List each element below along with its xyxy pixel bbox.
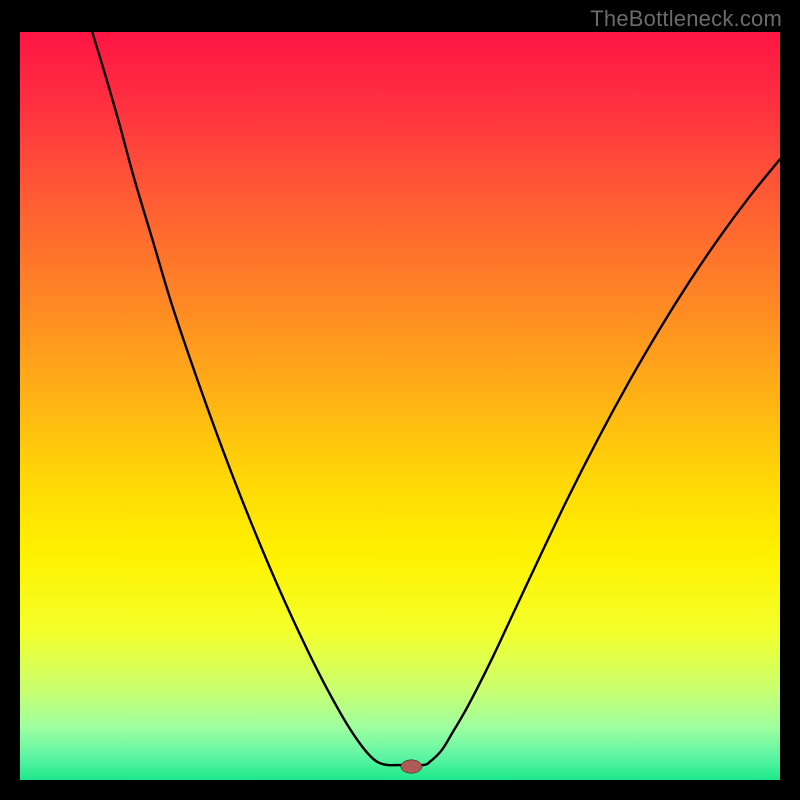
target-marker xyxy=(401,760,422,773)
chart-svg xyxy=(20,32,780,780)
bottleneck-chart xyxy=(20,32,780,780)
watermark-text: TheBottleneck.com xyxy=(590,6,782,32)
chart-background xyxy=(20,32,780,780)
